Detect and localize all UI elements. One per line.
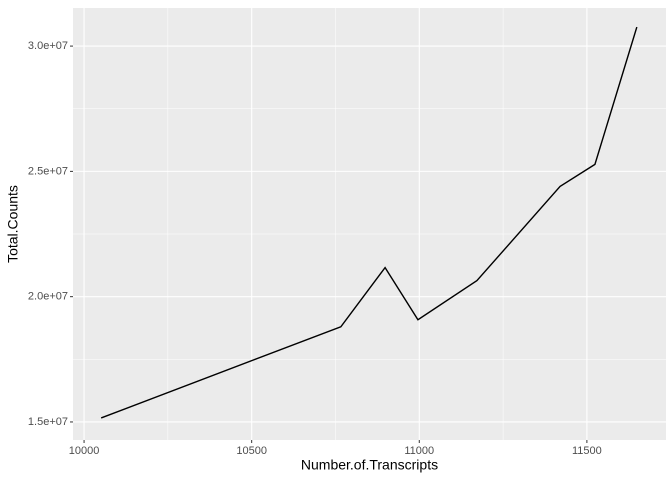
y-axis-title: Total.Counts — [5, 185, 21, 263]
y-tick-label: 3.0e+07 — [28, 40, 68, 52]
panel — [73, 8, 666, 440]
x-tick-label: 11000 — [404, 445, 434, 457]
y-tick-label: 2.5e+07 — [28, 165, 68, 177]
y-tick-label: 1.5e+07 — [28, 416, 68, 428]
x-tick-label: 10000 — [69, 445, 100, 457]
x-axis-title: Number.of.Transcripts — [301, 457, 438, 473]
x-tick-label: 10500 — [236, 445, 267, 457]
x-tick-label: 11500 — [572, 445, 602, 457]
y-tick-label: 2.0e+07 — [28, 291, 68, 303]
data-line — [100, 26, 638, 419]
